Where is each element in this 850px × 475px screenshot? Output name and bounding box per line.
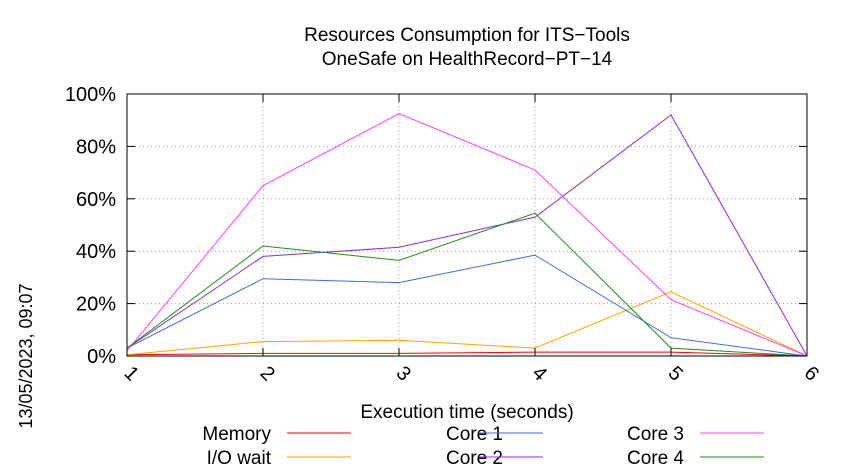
legend-label: Core 2 (446, 448, 503, 469)
y-tick-label: 20% (76, 294, 116, 316)
series-line-core-2 (126, 114, 808, 357)
legend-label: Memory (202, 424, 271, 445)
timestamp-label: 13/05/2023, 09:07 (16, 283, 36, 428)
y-tick-label: 60% (76, 189, 116, 211)
legend-label: I/O wait (207, 448, 272, 469)
legend: Memory I/O wait Core 1 Core 2 Core 3 Core 4 (202, 424, 764, 469)
x-tick-label: 6 (800, 362, 823, 385)
chart-subtitle: OneSafe on HealthRecord−PT−14 (322, 49, 613, 70)
series-line-core-4 (126, 212, 808, 357)
series-line-core-1 (126, 254, 808, 357)
series-line-i-o-wait (126, 291, 808, 357)
x-tick-label: 2 (256, 362, 279, 385)
x-tick-label: 5 (664, 362, 687, 385)
x-tick-label: 1 (120, 362, 143, 385)
x-axis-ticks: 1 2 3 4 5 6 (120, 94, 823, 385)
legend-label: Core 3 (627, 424, 684, 445)
series-line-memory (126, 351, 808, 357)
series-line-core-3 (126, 113, 808, 357)
y-tick-label: 80% (76, 136, 116, 158)
y-tick-label: 0% (87, 346, 116, 368)
y-axis-ticks: 0% 20% 40% 60% 80% 100% (65, 84, 807, 368)
y-tick-label: 40% (76, 241, 116, 263)
plot-border (126, 93, 808, 357)
x-tick-label: 4 (528, 362, 551, 385)
legend-label: Core 1 (446, 424, 503, 445)
series-lines (126, 113, 808, 357)
chart-title: Resources Consumption for ITS−Tools (304, 25, 630, 46)
legend-label: Core 4 (627, 448, 684, 469)
x-axis-label: Execution time (seconds) (360, 402, 573, 423)
y-tick-label: 100% (65, 84, 116, 106)
x-tick-label: 3 (392, 362, 415, 385)
grid-lines (127, 94, 807, 356)
